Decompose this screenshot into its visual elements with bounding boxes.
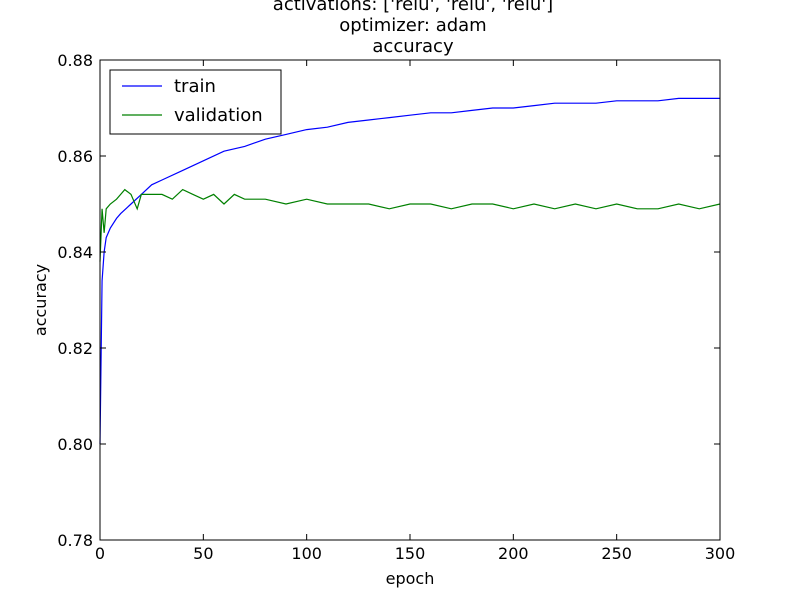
- y-tick-label: 0.84: [57, 243, 93, 262]
- x-tick-label: 300: [705, 544, 736, 563]
- series-line-validation: [99, 188, 721, 262]
- x-axis-label: epoch: [386, 569, 435, 588]
- x-tick-label: 100: [291, 544, 322, 563]
- y-axis-ticks: 0.78 0.80 0.82 0.84 0.86 0.88: [57, 51, 720, 550]
- x-tick-label: 250: [601, 544, 632, 563]
- y-tick-label: 0.82: [57, 339, 93, 358]
- legend-label-train: train: [174, 76, 216, 97]
- x-tick-label: 150: [395, 544, 426, 563]
- y-tick-label: 0.78: [57, 531, 93, 550]
- y-axis-label: accuracy: [31, 264, 50, 336]
- legend: train validation: [109, 69, 282, 135]
- series-line-train: [99, 97, 720, 445]
- y-tick-label: 0.86: [57, 147, 93, 166]
- chart-title: activations: ['relu', 'relu', 'relu'] op…: [273, 0, 553, 57]
- y-tick-label: 0.88: [57, 51, 93, 70]
- y-tick-label: 0.80: [57, 435, 93, 454]
- title-line-2: optimizer: adam: [339, 15, 486, 36]
- x-tick-label: 50: [193, 544, 213, 563]
- title-line-1: activations: ['relu', 'relu', 'relu']: [273, 0, 553, 15]
- legend-box: [109, 69, 282, 135]
- title-line-3: accuracy: [372, 36, 454, 57]
- x-tick-label: 0: [95, 544, 105, 563]
- legend-label-validation: validation: [174, 105, 263, 126]
- x-axis-ticks: 0 50 100 150 200 250 300: [95, 60, 735, 563]
- x-tick-label: 200: [498, 544, 529, 563]
- series-layer: [99, 97, 721, 445]
